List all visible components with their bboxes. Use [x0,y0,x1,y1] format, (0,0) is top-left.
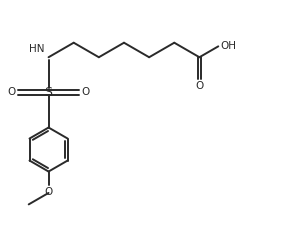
Text: S: S [45,86,53,99]
Text: O: O [82,87,90,97]
Text: OH: OH [221,41,237,51]
Text: O: O [44,187,53,197]
Text: O: O [7,87,15,97]
Text: O: O [195,81,204,91]
Text: HN: HN [29,44,45,54]
